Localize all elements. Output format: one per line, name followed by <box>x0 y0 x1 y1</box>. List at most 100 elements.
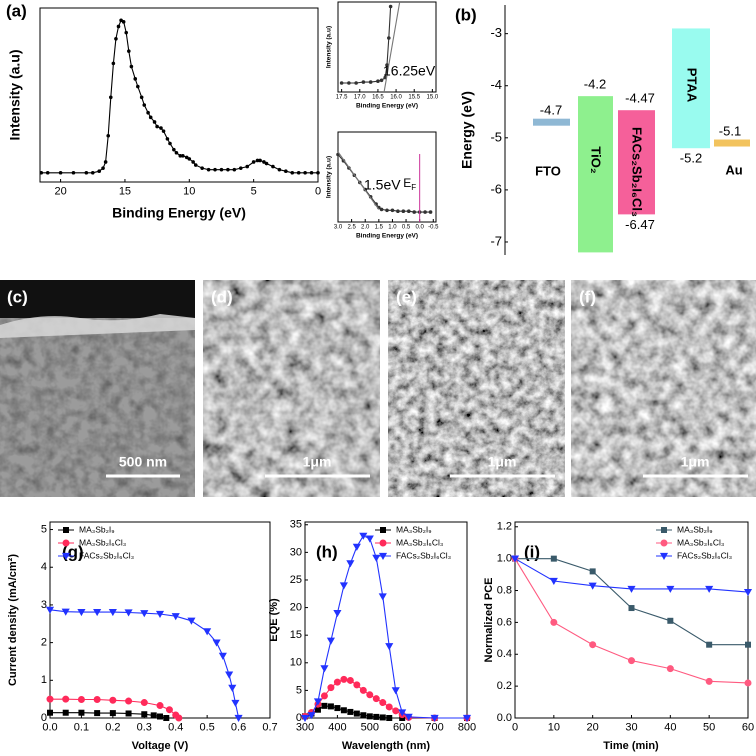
marker <box>549 577 558 585</box>
panel-label: (h) <box>316 542 338 561</box>
marker <box>109 710 116 717</box>
x-tick-label: 0.5 <box>402 225 411 231</box>
annotation: 16.25eV <box>383 63 436 79</box>
marker <box>372 695 380 703</box>
marker <box>391 687 400 695</box>
x-tick-label: 17.0 <box>354 95 366 101</box>
x-axis-label: Binding Energy (eV) <box>112 205 246 221</box>
sem-texture <box>203 280 380 497</box>
series-line <box>41 19 318 174</box>
marker <box>121 20 126 24</box>
x-axis-label: Binding Energy (eV) <box>356 103 418 110</box>
marker <box>406 209 411 213</box>
marker <box>228 684 237 692</box>
marker <box>108 608 117 617</box>
sem-texture <box>388 280 565 497</box>
x-tick-label: 0.2 <box>105 721 120 733</box>
value-label: -4.2 <box>584 77 606 92</box>
marker <box>61 608 70 616</box>
marker <box>627 585 636 593</box>
marker <box>97 169 102 174</box>
legend-label: MA₃Sb₂I₉ <box>677 524 713 534</box>
marker <box>226 167 230 172</box>
marker <box>116 24 121 29</box>
marker <box>366 691 374 699</box>
marker <box>271 164 275 169</box>
x-tick-label: 0.7 <box>262 721 277 733</box>
category-label: FTO <box>535 163 561 178</box>
legend-marker <box>380 527 386 533</box>
band-bar <box>672 28 710 149</box>
marker <box>77 608 86 617</box>
marker <box>146 110 150 115</box>
marker <box>589 568 596 575</box>
y-axis-label: Energy (eV) <box>459 91 475 169</box>
marker <box>103 160 108 164</box>
marker <box>109 696 117 704</box>
marker <box>666 665 674 673</box>
marker <box>111 61 116 66</box>
marker <box>373 713 380 720</box>
marker <box>588 582 597 590</box>
x-tick-label: 500 <box>361 721 379 733</box>
marker <box>303 170 307 175</box>
series-line <box>50 712 167 719</box>
marker <box>359 532 368 540</box>
marker <box>423 210 427 214</box>
marker <box>368 80 373 84</box>
sem-c: (c) 500 nm <box>0 280 195 497</box>
marker <box>340 675 348 683</box>
x-tick-label: 15 <box>119 185 131 197</box>
panel-label: (d) <box>211 287 233 306</box>
marker <box>45 606 55 614</box>
scale-bar-label: 500 nm <box>119 454 167 470</box>
marker <box>225 671 234 679</box>
marker <box>428 210 433 214</box>
marker <box>93 608 102 617</box>
marker <box>744 679 752 687</box>
marker <box>251 160 256 164</box>
y-tick-label: 2 <box>41 637 47 649</box>
series-line <box>515 558 748 646</box>
x-tick-label: 400 <box>328 721 346 733</box>
marker <box>181 154 185 158</box>
sem-f: (f) 1μm <box>571 280 756 497</box>
panel-label: (a) <box>6 1 27 20</box>
x-tick-label: 15.0 <box>427 95 439 101</box>
y-tick-label: -7 <box>490 233 502 248</box>
band-bar <box>618 110 655 215</box>
marker <box>184 155 189 160</box>
x-tick-label: 60 <box>742 721 754 733</box>
y-axis-label: Intensity (a.u) <box>326 156 333 198</box>
marker <box>361 80 366 84</box>
x-tick-label: 700 <box>425 721 443 733</box>
scale-bar-label: 1μm <box>488 454 517 470</box>
x-tick-label: 1.0 <box>388 225 397 231</box>
marker <box>156 702 164 710</box>
marker <box>340 707 347 714</box>
y-axis-label: Intensity (a.u) <box>326 26 333 68</box>
x-tick-label: 0 <box>512 721 518 733</box>
marker <box>385 208 389 213</box>
marker <box>510 555 520 563</box>
y-axis-label: Current density (mA/cm²) <box>7 554 19 686</box>
x-tick-label: 2.0 <box>361 225 370 231</box>
marker <box>284 169 288 174</box>
legend-marker <box>379 539 387 547</box>
marker <box>141 711 148 718</box>
marker <box>125 697 133 705</box>
fermi-label-main: E <box>403 176 411 190</box>
y-tick-label: -6 <box>490 181 502 196</box>
y-tick-label: 0.4 <box>497 648 512 660</box>
marker <box>396 209 400 213</box>
legend-marker <box>62 539 70 547</box>
marker <box>203 628 212 636</box>
panel-label: (i) <box>524 542 540 561</box>
y-tick-label: 20 <box>290 601 302 613</box>
x-tick-label: 15.5 <box>408 95 420 101</box>
x-tick-label: 2.5 <box>347 225 356 231</box>
marker <box>379 207 384 212</box>
x-tick-label: -0.5 <box>428 225 439 231</box>
marker <box>58 170 63 175</box>
